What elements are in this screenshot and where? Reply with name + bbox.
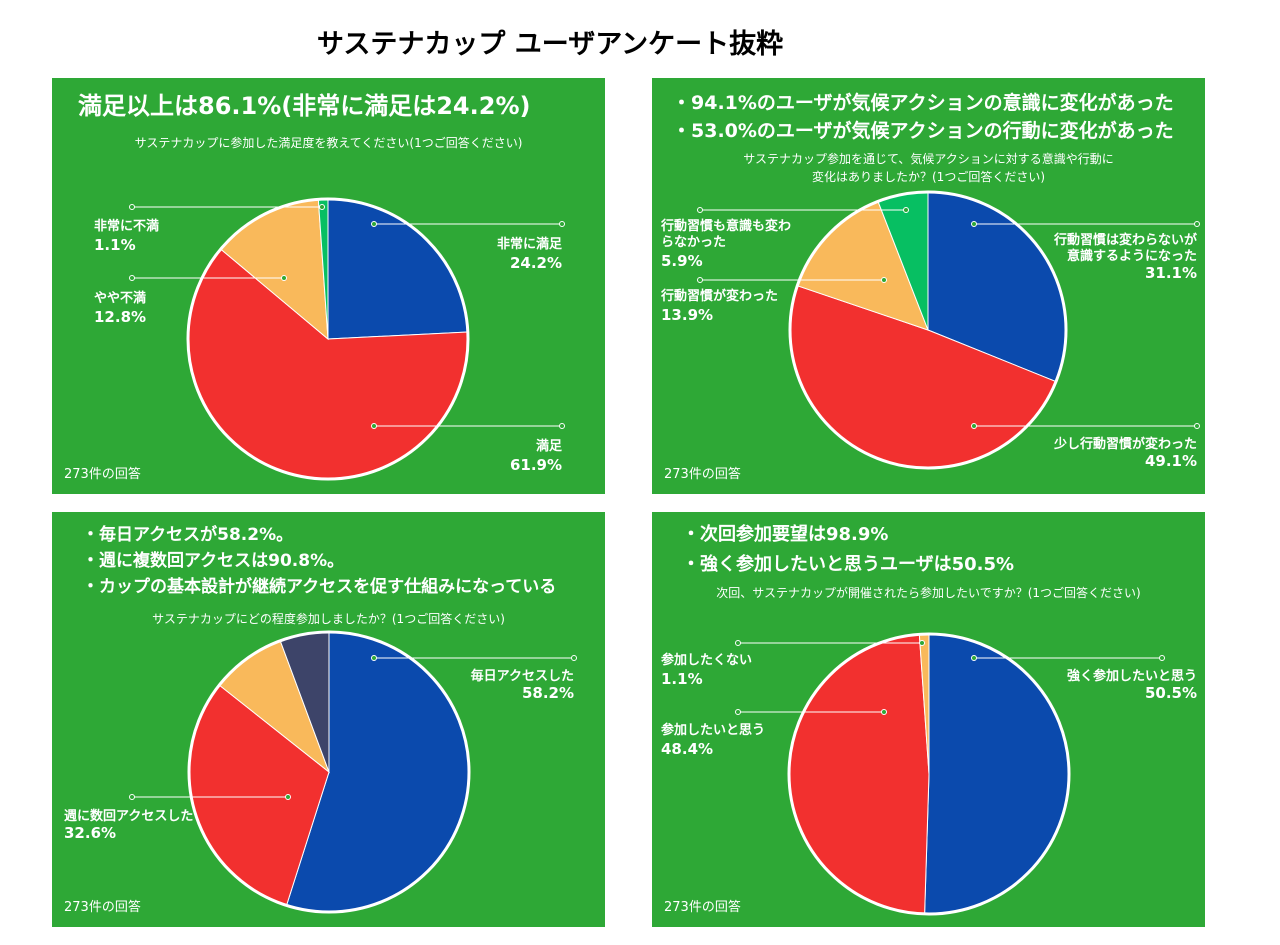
slice-label: 行動習慣も意識も変わ [660, 218, 791, 234]
slice-label: 週に数回アクセスした [64, 808, 193, 824]
slice-label: 行動習慣が変わった [660, 288, 778, 304]
leader-dot [281, 275, 287, 281]
leader-dot [371, 221, 377, 227]
leader-dot [735, 640, 741, 646]
response-count: 273件の回答 [664, 900, 741, 915]
chart-panel-satisfaction: 満足以上は86.1%(非常に満足は24.2%) サステナカップに参加した満足度を教… [52, 78, 605, 494]
leader-dot [1194, 423, 1200, 429]
leader-dot [371, 655, 377, 661]
leader-dot [971, 221, 977, 227]
slice-value-label: 1.1% [661, 670, 703, 688]
leader-dot [919, 640, 925, 646]
slice-value-label: 1.1% [94, 236, 136, 254]
pie-outline [187, 630, 471, 914]
pie-slice [327, 198, 469, 340]
leader-dot [697, 277, 703, 283]
slice-value-label: 5.9% [661, 252, 703, 270]
question-text: サステナカップ参加を通じて、気候アクションに対する意識や行動に [743, 152, 1114, 166]
headline-line: 満足以上は86.1%(非常に満足は24.2%) [78, 92, 531, 120]
slice-label: らなかった [661, 235, 726, 250]
slice-value-label: 61.9% [510, 456, 562, 474]
headline-line: ・カップの基本設計が継続アクセスを促す仕組みになっている [82, 577, 557, 597]
leader-dot [881, 277, 887, 283]
chart-panel-awareness-change: ・94.1%のユーザが気候アクションの意識に変化があった ・53.0%のユーザが気… [652, 78, 1205, 494]
headline-line: ・毎日アクセスが58.2%。 [82, 525, 294, 545]
pie-slice [788, 633, 930, 915]
headline-line: ・次回参加要望は98.9% [682, 524, 889, 545]
leader-dot [903, 207, 909, 213]
headline-line: ・94.1%のユーザが気候アクションの意識に変化があった [672, 92, 1174, 114]
slice-label: 意識するようになった [1067, 248, 1197, 264]
chart-panel-next-participation: ・次回参加要望は98.9% ・強く参加したいと思うユーザは50.5% 次回、サステナ… [652, 512, 1205, 927]
leader-dot [571, 655, 577, 661]
slice-label: 参加したくない [661, 652, 752, 668]
slice-value-label: 32.6% [64, 824, 116, 842]
slice-value-label: 12.8% [94, 308, 146, 326]
chart-panel-participation-frequency: ・毎日アクセスが58.2%。・週に複数回アクセスは90.8%。・カップの基本設計… [52, 512, 605, 927]
slice-value-label: 50.5% [1145, 684, 1197, 702]
headline-line: ・週に複数回アクセスは90.8%。 [82, 551, 345, 571]
slice-value-label: 49.1% [1145, 452, 1197, 470]
leader-dot [129, 204, 135, 210]
pie-slice [924, 633, 1070, 915]
leader-dot [735, 709, 741, 715]
slice-label: 満足 [536, 438, 563, 454]
pie-outline [787, 632, 1071, 916]
leader-dot [285, 794, 291, 800]
slice-label: 行動習慣は変わらないが [1053, 232, 1197, 248]
leader-dot [971, 423, 977, 429]
headline-line: ・強く参加したいと思うユーザは50.5% [682, 554, 1015, 575]
pie-outline [186, 197, 470, 481]
pie-outline [788, 190, 1068, 470]
pie-chart: 非常に満足 24.2% 満足 61.9% やや不満 12.8% 非常に不満 1.1% [94, 197, 565, 481]
leader-dot [559, 221, 565, 227]
leader-dot [319, 204, 325, 210]
question-text: サステナカップに参加した満足度を教えてください(1つご回答ください) [134, 136, 523, 150]
slice-value-label: 48.4% [661, 740, 713, 758]
response-count: 273件の回答 [64, 900, 141, 915]
leader-dot [881, 709, 887, 715]
slice-value-label: 31.1% [1145, 264, 1197, 282]
leader-dot [371, 423, 377, 429]
slice-label: 非常に満足 [497, 236, 563, 252]
leader-dot [129, 794, 135, 800]
leader-dot [697, 207, 703, 213]
slice-label: 強く参加したいと思う [1067, 668, 1197, 684]
leader-dot [1159, 655, 1165, 661]
question-text: サステナカップにどの程度参加しましたか？(1つご回答ください) [152, 612, 505, 626]
slice-label: やや不満 [94, 290, 146, 306]
slice-label: 毎日アクセスした [471, 668, 574, 684]
slice-value-label: 13.9% [661, 306, 713, 324]
headline-line: ・53.0%のユーザが気候アクションの行動に変化があった [672, 120, 1174, 142]
page-title: サステナカップ ユーザアンケート抜粋 [316, 29, 784, 60]
slice-value-label: 24.2% [510, 254, 562, 272]
question-text: 変化はありましたか？(1つご回答ください) [812, 170, 1045, 184]
leader-dot [129, 275, 135, 281]
leader-dot [1194, 221, 1200, 227]
response-count: 273件の回答 [64, 467, 141, 482]
question-text: 次回、サステナカップが開催されたら参加したいですか？(1つご回答ください) [716, 586, 1141, 600]
slice-label: 少し行動習慣が変わった [1053, 436, 1197, 452]
leader-dot [559, 423, 565, 429]
slice-label: 非常に不満 [94, 218, 159, 234]
slice-value-label: 58.2% [522, 684, 574, 702]
response-count: 273件の回答 [664, 467, 741, 482]
slice-label: 参加したいと思う [661, 722, 765, 738]
leader-dot [971, 655, 977, 661]
